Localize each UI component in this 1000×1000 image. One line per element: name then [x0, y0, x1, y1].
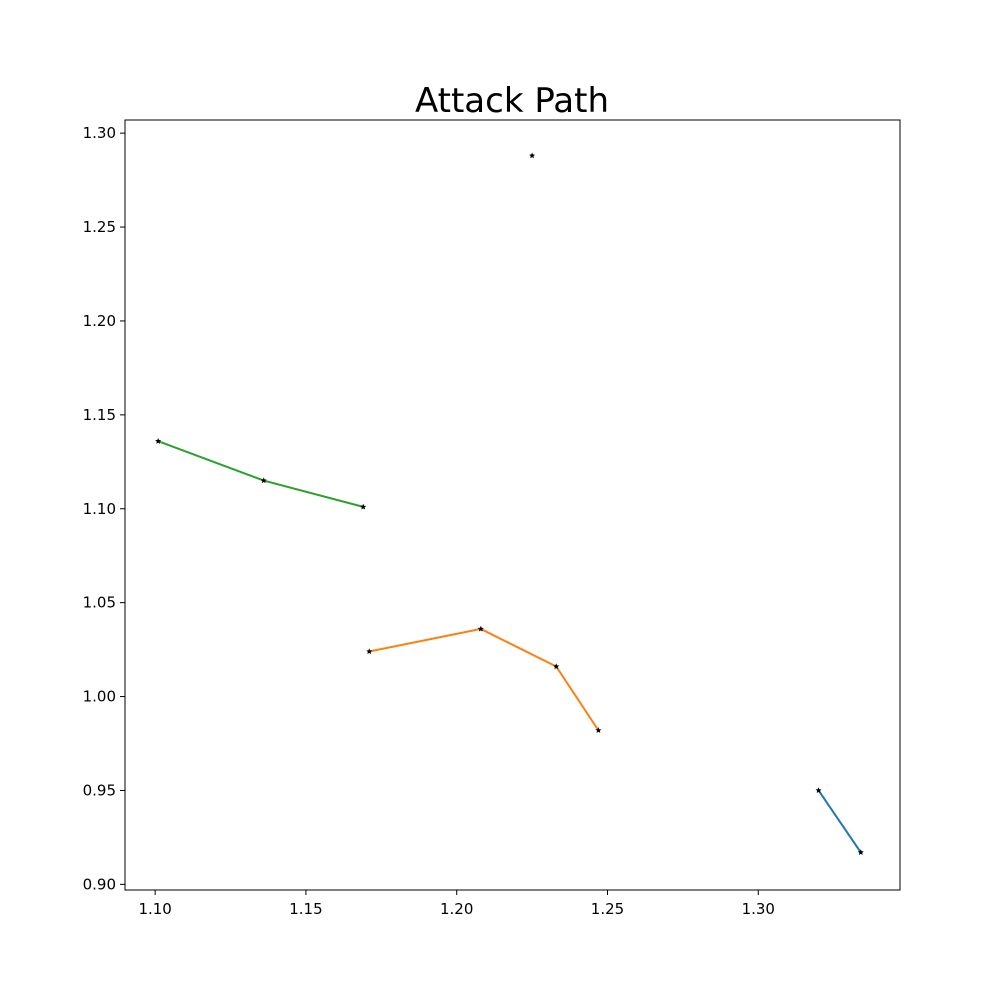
x-tick-label: 1.25 [591, 900, 624, 918]
y-tick-label: 1.15 [83, 406, 116, 424]
x-tick-label: 1.30 [742, 900, 775, 918]
y-tick-label: 1.00 [83, 688, 116, 706]
chart-title: Attack Path [415, 81, 609, 121]
y-tick-label: 1.20 [83, 312, 116, 330]
data-point-marker [857, 849, 864, 856]
y-tick-label: 0.95 [83, 781, 116, 799]
y-tick-label: 1.30 [83, 124, 116, 142]
data-point-marker [155, 437, 162, 444]
y-tick-label: 1.25 [83, 218, 116, 236]
series-line-1 [817, 789, 862, 854]
x-axis: 1.10 1.15 1.20 1.25 1.30 [138, 890, 775, 918]
x-tick-label: 1.15 [289, 900, 322, 918]
data-point-marker [595, 727, 602, 733]
data-point-marker [477, 625, 484, 632]
plot-area-frame [124, 119, 901, 891]
y-tick-label: 0.90 [83, 875, 116, 893]
data-point-marker [260, 477, 267, 484]
series-layer [155, 152, 864, 856]
y-tick-label: 1.05 [83, 594, 116, 612]
x-tick-label: 1.10 [138, 900, 171, 918]
data-point-marker [815, 787, 822, 794]
series-line-2 [369, 627, 600, 731]
y-tick-label: 1.10 [83, 500, 116, 518]
data-point-marker [366, 648, 373, 655]
data-point-marker [529, 152, 536, 159]
x-tick-label: 1.20 [440, 900, 473, 918]
data-point-marker [553, 663, 560, 670]
data-point-marker [360, 503, 367, 510]
y-axis: 0.90 0.95 1.00 1.05 1.10 1.15 1.20 1.25 1.30 [83, 124, 125, 893]
series-line-3 [157, 440, 364, 508]
